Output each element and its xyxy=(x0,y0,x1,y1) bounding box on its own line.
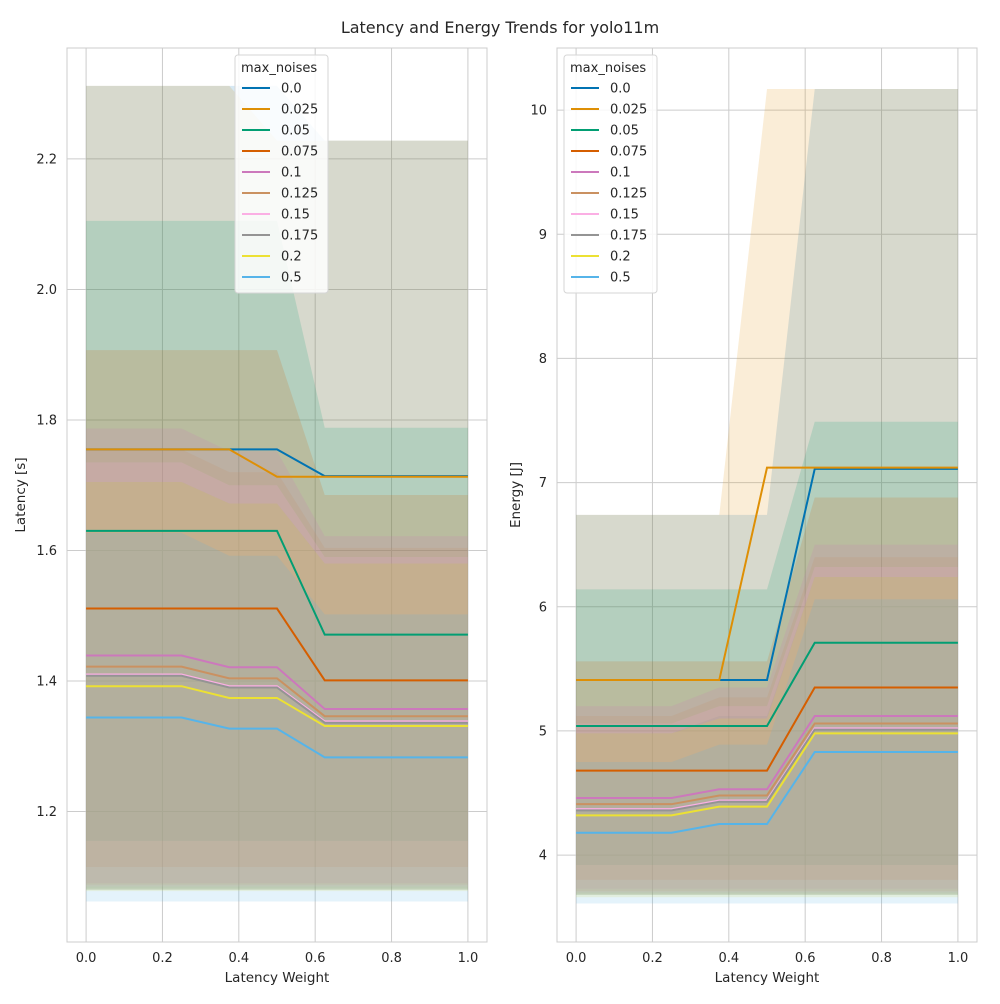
legend-entry: 0.15 xyxy=(281,208,310,223)
series-line-0.05 xyxy=(86,529,468,636)
series-line-0.1 xyxy=(576,715,958,799)
band-0.15 xyxy=(86,462,468,887)
plot-frame xyxy=(66,47,488,943)
y-tick-label: 1.4 xyxy=(36,674,57,689)
legend-entry: 0.025 xyxy=(610,103,647,118)
series-line-0.075 xyxy=(86,607,468,682)
series-line-0.175 xyxy=(86,674,468,724)
legend-entry: 0.025 xyxy=(281,103,318,118)
y-tick-label: 1.2 xyxy=(36,805,57,820)
series-lines xyxy=(576,466,958,834)
x-tick-label: 0.6 xyxy=(795,951,816,966)
series-line-0.125 xyxy=(86,665,468,718)
y-tick-label: 1.8 xyxy=(36,413,57,428)
band-0.1 xyxy=(86,428,468,884)
legend-entry: 0.05 xyxy=(281,124,310,139)
y-tick-label: 9 xyxy=(539,228,547,243)
series-line-0.175 xyxy=(576,728,958,812)
y-tick-label: 5 xyxy=(539,724,547,739)
legend-entry: 0.05 xyxy=(610,124,639,139)
band-0.05 xyxy=(576,421,958,866)
band-0.1 xyxy=(576,544,958,889)
subplot-2: 0.0 0.2 0.4 0.6 0.8 1.0 4 5 6 7 8 9 10 Latency Weight… xyxy=(508,47,978,986)
legend-entry: 0.175 xyxy=(281,229,318,244)
legend-entry: 0.5 xyxy=(610,271,631,286)
band-0.0 xyxy=(86,85,468,890)
series-line-0.15 xyxy=(86,673,468,723)
y-tick-label: 7 xyxy=(539,476,547,491)
y-tick-label: 2.2 xyxy=(36,152,57,167)
subplot-1: 0.0 0.2 0.4 0.6 0.8 1.0 1.2 1.4 1.6 1.8 2.0 2.2 Late… xyxy=(13,47,488,986)
y-axis-label: Latency [s] xyxy=(13,457,29,532)
legend-entry: 0.075 xyxy=(281,145,318,160)
band-0.025 xyxy=(86,85,468,890)
legend-entry: 0.2 xyxy=(610,250,631,265)
legend-entry: 0.15 xyxy=(610,208,639,223)
band-0.0 xyxy=(576,88,958,895)
x-tick-label: 0.6 xyxy=(305,951,326,966)
band-0.075 xyxy=(576,497,958,880)
x-tick-label: 0.4 xyxy=(718,951,739,966)
legend-entry: 0.1 xyxy=(281,166,302,181)
x-tick-label: 0.0 xyxy=(566,951,587,966)
legend-entry: 0.075 xyxy=(610,145,647,160)
x-tick-label: 0.2 xyxy=(152,951,173,966)
legend-box xyxy=(234,54,329,294)
x-tick-label: 0.4 xyxy=(228,951,249,966)
band-0.025 xyxy=(576,88,958,895)
figure-title: Latency and Energy Trends for yolo11m xyxy=(340,18,660,37)
y-tick-label: 4 xyxy=(539,849,547,864)
series-line-0.5 xyxy=(576,751,958,834)
y-tick-label: 6 xyxy=(539,600,547,615)
plot-frame xyxy=(556,47,978,943)
band-0.2 xyxy=(576,576,958,898)
series-line-0.025 xyxy=(86,448,468,478)
x-axis-label: Latency Weight xyxy=(715,970,820,986)
legend-entry: 0.1 xyxy=(610,166,631,181)
legend-entry: 0.125 xyxy=(281,187,318,202)
band-0.5 xyxy=(576,599,958,904)
x-tick-label: 0.0 xyxy=(76,951,97,966)
series-line-0.2 xyxy=(576,732,958,817)
legend-entry: 0.2 xyxy=(281,250,302,265)
series-line-0.125 xyxy=(576,722,958,806)
y-tick-label: 2.0 xyxy=(36,283,57,298)
legend-entry: 0.0 xyxy=(281,82,302,97)
series-line-0.075 xyxy=(576,686,958,772)
confidence-bands xyxy=(86,85,468,902)
confidence-bands xyxy=(576,88,958,904)
legend-box xyxy=(563,54,658,294)
legend-entry: 0.125 xyxy=(610,187,647,202)
y-axis-label: Energy [J] xyxy=(508,462,524,528)
band-0.5 xyxy=(86,532,468,902)
legend-title: max_noises xyxy=(570,61,646,76)
legend-entry: 0.5 xyxy=(281,271,302,286)
series-line-0.025 xyxy=(576,466,958,682)
legend-entry: 0.0 xyxy=(610,82,631,97)
series-line-0.1 xyxy=(86,654,468,711)
series-lines xyxy=(86,448,468,759)
x-tick-label: 0.2 xyxy=(642,951,663,966)
series-line-0.05 xyxy=(576,641,958,727)
y-tick-label: 1.6 xyxy=(36,544,57,559)
series-line-0.5 xyxy=(86,716,468,759)
x-tick-label: 0.8 xyxy=(381,951,402,966)
legend: max_noises 0.0 0.025 0.05 0.075 0.1 0.125 0.15 0… xyxy=(563,54,658,294)
x-axis-label: Latency Weight xyxy=(225,970,330,986)
x-tick-label: 1.0 xyxy=(458,951,479,966)
series-line-0.2 xyxy=(86,685,468,728)
y-tick-label: 10 xyxy=(530,104,547,119)
y-tick-label: 8 xyxy=(539,352,547,367)
legend-title: max_noises xyxy=(241,61,317,76)
legend-entry: 0.175 xyxy=(610,229,647,244)
x-tick-label: 0.8 xyxy=(871,951,892,966)
x-tick-label: 1.0 xyxy=(948,951,969,966)
legend: max_noises 0.0 0.025 0.05 0.075 0.1 0.125 0.15 0… xyxy=(234,54,329,294)
